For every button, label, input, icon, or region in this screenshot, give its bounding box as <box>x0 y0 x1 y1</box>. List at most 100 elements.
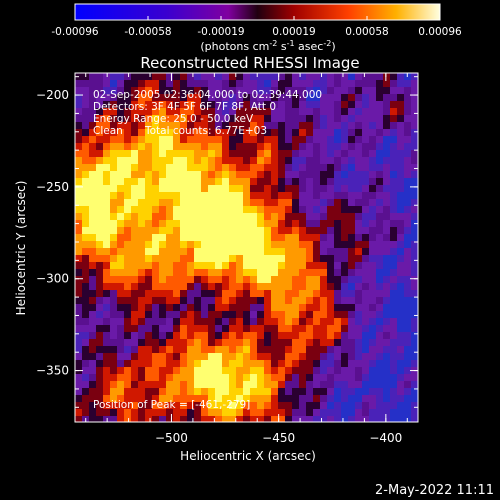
image-pixel <box>348 87 355 94</box>
image-pixel <box>390 276 397 283</box>
image-pixel <box>96 388 103 395</box>
image-pixel <box>327 192 334 199</box>
image-pixel <box>292 339 299 346</box>
image-pixel <box>89 304 96 311</box>
image-pixel <box>152 311 159 318</box>
image-pixel <box>187 73 194 80</box>
image-pixel <box>271 87 278 94</box>
image-pixel <box>138 290 145 297</box>
image-pixel <box>285 367 292 374</box>
image-pixel <box>124 374 131 381</box>
image-pixel <box>75 136 82 143</box>
image-pixel <box>187 115 194 122</box>
image-pixel <box>271 367 278 374</box>
image-pixel <box>229 206 236 213</box>
image-pixel <box>264 416 271 422</box>
image-pixel <box>194 178 201 185</box>
image-pixel <box>411 346 418 353</box>
image-pixel <box>82 325 89 332</box>
y-tick-label: −200 <box>36 88 69 102</box>
image-pixel <box>299 178 306 185</box>
image-pixel <box>96 206 103 213</box>
image-pixel <box>369 283 376 290</box>
image-pixel <box>96 136 103 143</box>
image-pixel <box>271 136 278 143</box>
image-pixel <box>215 374 222 381</box>
image-pixel <box>166 192 173 199</box>
image-pixel <box>236 388 243 395</box>
image-pixel <box>355 388 362 395</box>
image-pixel <box>334 157 341 164</box>
image-pixel <box>278 395 285 402</box>
image-pixel <box>138 416 145 422</box>
image-pixel <box>411 395 418 402</box>
image-pixel <box>208 276 215 283</box>
image-pixel <box>404 157 411 164</box>
image-pixel <box>278 234 285 241</box>
image-pixel <box>404 220 411 227</box>
image-pixel <box>152 234 159 241</box>
image-pixel <box>376 353 383 360</box>
image-pixel <box>278 353 285 360</box>
image-pixel <box>159 220 166 227</box>
image-pixel <box>201 353 208 360</box>
image-pixel <box>124 388 131 395</box>
footer-date: 2-May-2022 11:11 <box>375 483 494 498</box>
image-pixel <box>369 108 376 115</box>
image-pixel <box>306 311 313 318</box>
image-pixel <box>131 353 138 360</box>
image-pixel <box>82 318 89 325</box>
image-pixel <box>348 304 355 311</box>
image-pixel <box>110 346 117 353</box>
image-pixel <box>327 276 334 283</box>
image-pixel <box>376 101 383 108</box>
image-pixel <box>390 115 397 122</box>
image-pixel <box>173 367 180 374</box>
image-pixel <box>264 206 271 213</box>
image-pixel <box>299 157 306 164</box>
image-pixel <box>110 416 117 422</box>
image-pixel <box>411 122 418 129</box>
image-pixel <box>96 80 103 87</box>
image-pixel <box>397 346 404 353</box>
image-pixel <box>278 304 285 311</box>
image-pixel <box>138 227 145 234</box>
image-pixel <box>271 192 278 199</box>
image-pixel <box>257 73 264 80</box>
image-pixel <box>173 360 180 367</box>
image-pixel <box>292 325 299 332</box>
image-pixel <box>376 276 383 283</box>
image-pixel <box>341 199 348 206</box>
image-pixel <box>341 129 348 136</box>
image-pixel <box>152 262 159 269</box>
image-pixel <box>341 332 348 339</box>
image-pixel <box>187 241 194 248</box>
image-pixel <box>341 255 348 262</box>
image-pixel <box>250 220 257 227</box>
image-pixel <box>285 234 292 241</box>
image-pixel <box>117 178 124 185</box>
image-pixel <box>82 304 89 311</box>
image-pixel <box>152 227 159 234</box>
image-pixel <box>320 325 327 332</box>
image-pixel <box>327 353 334 360</box>
image-pixel <box>411 248 418 255</box>
image-pixel <box>341 276 348 283</box>
image-pixel <box>355 248 362 255</box>
image-pixel <box>110 367 117 374</box>
image-pixel <box>327 171 334 178</box>
image-pixel <box>327 409 334 416</box>
image-pixel <box>180 381 187 388</box>
image-pixel <box>271 402 278 409</box>
image-pixel <box>376 248 383 255</box>
image-pixel <box>257 248 264 255</box>
image-pixel <box>257 150 264 157</box>
image-pixel <box>82 339 89 346</box>
image-pixel <box>411 283 418 290</box>
image-pixel <box>208 206 215 213</box>
image-pixel <box>334 388 341 395</box>
image-pixel <box>75 150 82 157</box>
image-pixel <box>166 353 173 360</box>
image-pixel <box>257 199 264 206</box>
image-pixel <box>222 94 229 101</box>
